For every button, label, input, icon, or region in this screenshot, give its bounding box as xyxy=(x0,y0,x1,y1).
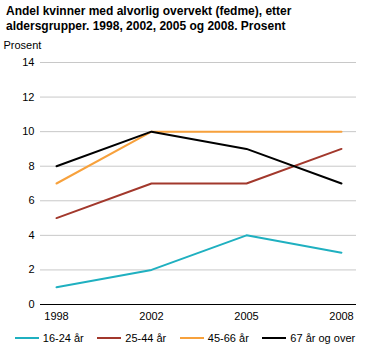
svg-text:2002: 2002 xyxy=(139,310,163,322)
svg-text:Prosent: Prosent xyxy=(4,39,42,51)
html-text:16-24 år: 16-24 år xyxy=(42,332,84,344)
html-text:Andel kvinner med alvorlig ove: Andel kvinner med alvorlig overvekt (fed… xyxy=(6,4,292,33)
html-text:67 år og over: 67 år og over xyxy=(290,332,356,344)
svg-text:1998: 1998 xyxy=(44,310,68,322)
svg-text:12: 12 xyxy=(22,91,34,103)
html-text:45-66 år: 45-66 år xyxy=(207,332,249,344)
svg-text:4: 4 xyxy=(28,229,34,241)
svg-text:14: 14 xyxy=(22,56,34,68)
svg-text:2008: 2008 xyxy=(329,310,353,322)
svg-text:2: 2 xyxy=(28,263,34,275)
svg-text:0: 0 xyxy=(28,298,34,310)
svg-text:6: 6 xyxy=(28,194,34,206)
svg-text:2005: 2005 xyxy=(234,310,258,322)
html-text:25-44 år: 25-44 år xyxy=(125,332,167,344)
svg-text:8: 8 xyxy=(28,160,34,172)
svg-text:10: 10 xyxy=(22,125,34,137)
